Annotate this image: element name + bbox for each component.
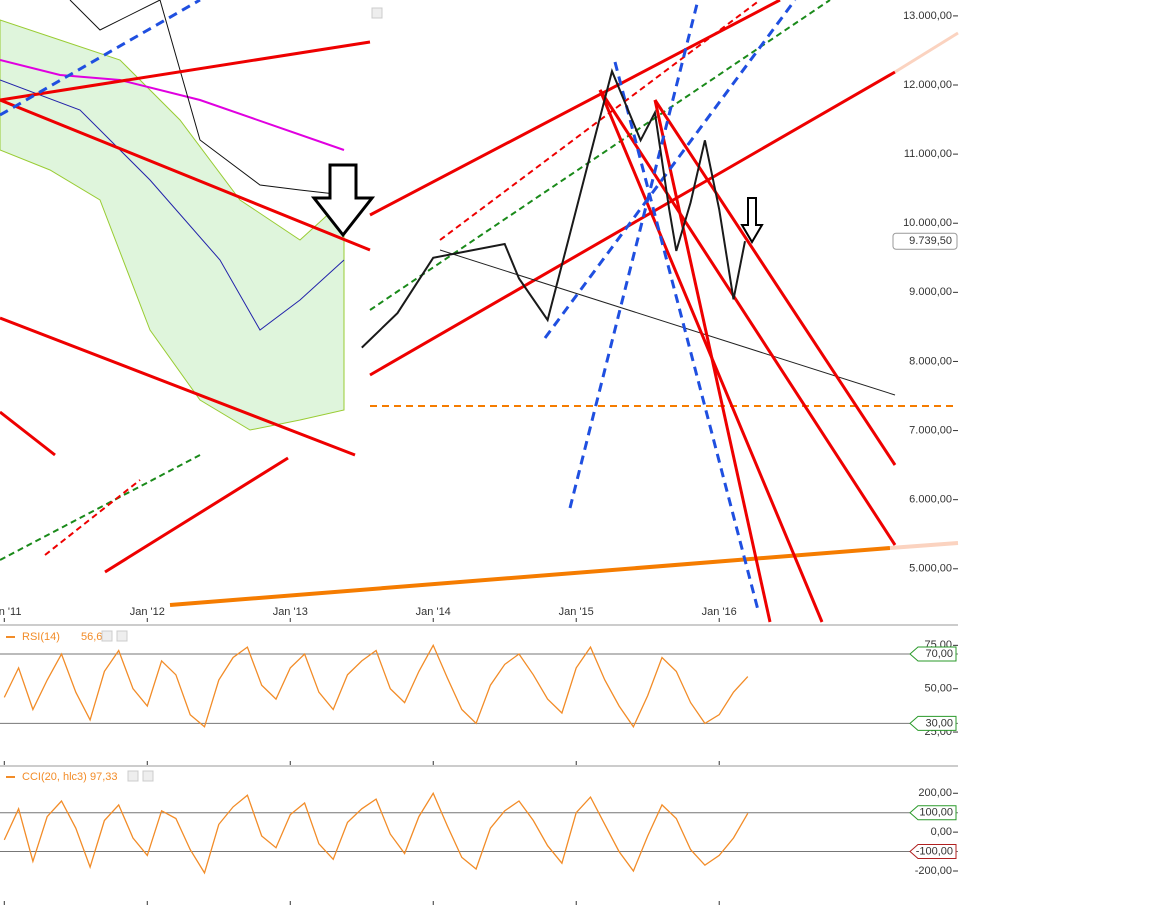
close-icon[interactable] <box>116 630 128 642</box>
trend-line <box>0 40 371 102</box>
x-tick-label: Jan '13 <box>273 606 308 618</box>
y-tick-label: 0,00 <box>931 826 952 838</box>
x-tick-label: Jan '16 <box>702 606 737 618</box>
trend-line <box>543 0 797 339</box>
trend-line <box>369 0 781 217</box>
trend-line <box>598 89 897 546</box>
price-tag <box>892 232 958 250</box>
series-line <box>361 68 746 349</box>
level-label: 30,00 <box>925 717 953 729</box>
trend-line <box>653 99 772 623</box>
trend-line <box>369 0 831 311</box>
level-tag <box>909 715 957 731</box>
drawings <box>0 0 959 623</box>
level-label: 70,00 <box>925 648 953 660</box>
y-tick-label: 200,00 <box>918 787 952 799</box>
y-tick-label: 6.000,00 <box>909 494 952 506</box>
trend-line <box>568 0 700 509</box>
y-tick-label: 12.000,00 <box>903 79 952 91</box>
y-tick-label: 13.000,00 <box>903 10 952 22</box>
close-icon[interactable] <box>142 770 154 782</box>
trend-line <box>369 70 896 377</box>
level-label: -100,00 <box>916 845 953 857</box>
arrow <box>740 197 764 244</box>
band <box>0 19 345 431</box>
y-tick-label: 10.000,00 <box>903 217 952 229</box>
trend-line <box>44 479 141 556</box>
ma-line <box>0 79 345 331</box>
x-tick-label: Jan '12 <box>130 606 165 618</box>
indicator-value: 97,33 <box>90 771 118 783</box>
settings-icon[interactable] <box>371 7 383 19</box>
price-tag-label: 9.739,50 <box>909 235 952 247</box>
settings-icon[interactable] <box>127 770 139 782</box>
y-tick-label: 7.000,00 <box>909 424 952 436</box>
trend-line <box>0 410 56 457</box>
indicator-name: CCI(20, hlc3) <box>22 771 87 783</box>
settings-icon[interactable] <box>101 630 113 642</box>
level-tag <box>909 844 957 860</box>
trend-line <box>0 454 201 561</box>
trend-line <box>889 541 959 550</box>
trend-line <box>169 546 891 607</box>
y-tick-label: 5.000,00 <box>909 563 952 575</box>
trend-line <box>613 61 760 611</box>
legend-swatch <box>6 776 15 778</box>
legend-swatch <box>6 636 15 638</box>
y-tick-label: -200,00 <box>915 865 952 877</box>
y-tick-label: 9.000,00 <box>909 286 952 298</box>
level-tag <box>909 805 957 821</box>
trend-line <box>439 249 896 396</box>
trend-line <box>894 31 959 74</box>
x-tick-label: Jan '14 <box>416 606 451 618</box>
trend-line <box>0 0 201 117</box>
indicator-name: RSI(14) <box>22 631 60 643</box>
y-tick-label: 11.000,00 <box>904 148 952 160</box>
level-label: 100,00 <box>919 807 953 819</box>
trend-line <box>653 99 897 466</box>
x-tick-label: Jan '15 <box>559 606 594 618</box>
y-tick-label: 50,00 <box>924 683 952 695</box>
series-line <box>3 643 749 729</box>
y-tick-label: 8.000,00 <box>909 355 952 367</box>
band-line <box>69 0 345 196</box>
level-tag <box>909 646 957 662</box>
series-line <box>3 791 749 875</box>
trend-line <box>104 456 289 574</box>
arrow <box>310 163 376 238</box>
x-tick-label: Jan '11 <box>0 606 21 618</box>
trend-line <box>0 98 371 252</box>
trend-line <box>0 316 356 457</box>
